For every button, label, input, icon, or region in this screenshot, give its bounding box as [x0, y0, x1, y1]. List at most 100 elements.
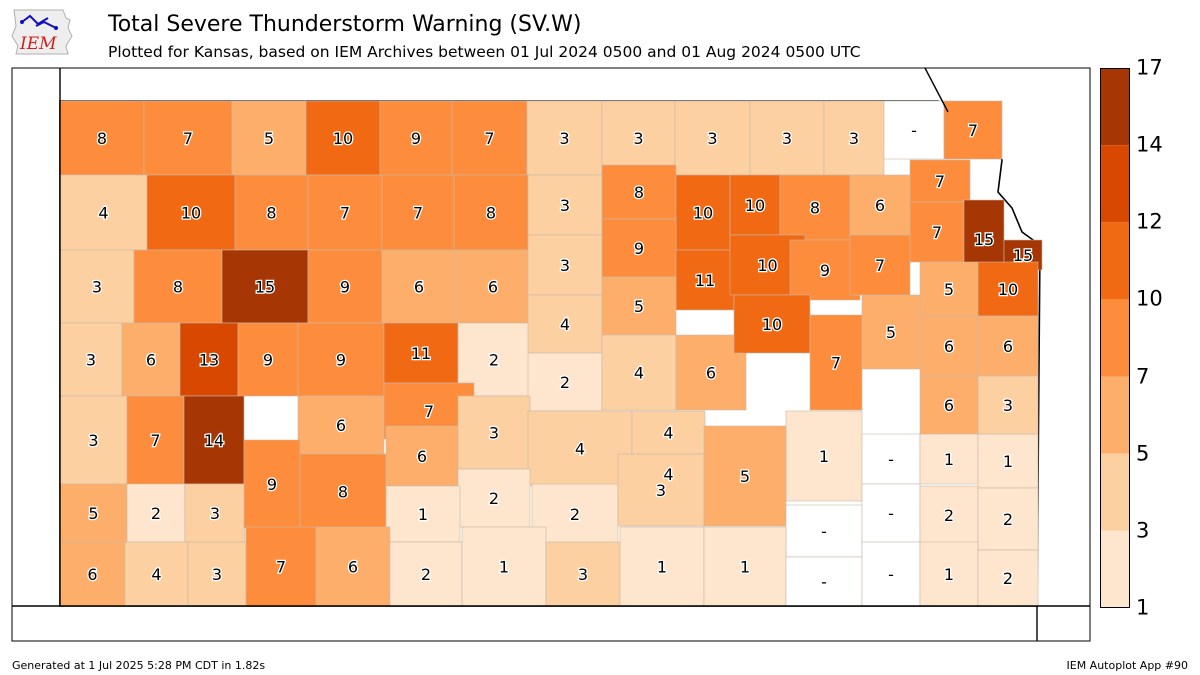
county-cell — [601, 218, 677, 278]
colorbar-tick-label: 7 — [1136, 364, 1150, 389]
county-value-label: 3 — [707, 129, 717, 148]
county-value-label: 5 — [886, 323, 896, 342]
county-value-label: 4 — [663, 424, 673, 443]
county-value-label: 4 — [575, 440, 585, 459]
county-value-label: 4 — [151, 565, 161, 584]
colorbar-bin — [1100, 68, 1130, 146]
county-cell — [526, 100, 603, 176]
county-value-label: 1 — [944, 565, 954, 584]
county-value-label: 3 — [86, 351, 96, 370]
county-value-label: - — [888, 450, 894, 469]
map-subtitle: Plotted for Kansas, based on IEM Archive… — [108, 43, 861, 61]
county-value-label: 9 — [340, 278, 350, 297]
county-value-label: 7 — [413, 204, 423, 223]
county-value-label: 15 — [1013, 246, 1033, 265]
county-value-label: 7 — [424, 402, 434, 421]
county-value-label: - — [911, 121, 917, 140]
county-value-label: 10 — [757, 256, 777, 275]
county-value-label: 2 — [560, 373, 570, 392]
county-cell — [124, 541, 189, 607]
county-value-label: 10 — [333, 129, 353, 148]
county-cell — [389, 541, 463, 607]
county-cell — [183, 395, 245, 485]
county-cell — [789, 239, 861, 301]
county-cell — [601, 100, 676, 176]
county-value-label: 3 — [559, 129, 569, 148]
county-value-label: 10 — [745, 196, 765, 215]
county-value-label: 10 — [693, 204, 713, 223]
county-cell — [909, 159, 971, 203]
county-value-label: - — [821, 573, 827, 592]
county-cell — [733, 294, 811, 354]
county-value-label: 7 — [183, 129, 193, 148]
county-value-label: 2 — [421, 565, 431, 584]
county-value-label: 3 — [489, 424, 499, 443]
county-cell — [527, 174, 603, 236]
county-cell — [977, 375, 1039, 435]
colorbar-bin — [1100, 376, 1130, 454]
county-cell — [674, 100, 751, 176]
county-value-label: 2 — [489, 351, 499, 370]
county-value-label: 6 — [87, 565, 97, 584]
county-value-label: 2 — [570, 505, 580, 524]
county-value-label: 5 — [88, 504, 98, 523]
county-value-label: 8 — [486, 204, 496, 223]
generated-timestamp: Generated at 1 Jul 2025 5:28 PM CDT in 1… — [12, 659, 266, 672]
county-value-label: 5 — [634, 297, 644, 316]
county-value-label: 10 — [762, 315, 782, 334]
colorbar-tick-label: 3 — [1136, 518, 1150, 543]
county-cell — [919, 315, 979, 377]
county-value-label: 3 — [1003, 396, 1013, 415]
county-cell — [977, 549, 1039, 607]
county-cell — [943, 100, 1003, 160]
county-value-label: 10 — [181, 204, 201, 223]
county-cell — [59, 174, 148, 251]
county-cell — [977, 315, 1039, 377]
county-value-label: 2 — [1003, 510, 1013, 529]
county-value-label: 5 — [264, 129, 274, 148]
county-value-label: 1 — [418, 505, 428, 524]
county-cell — [307, 174, 383, 251]
county-cell — [809, 314, 863, 411]
county-cell — [221, 249, 309, 324]
county-value-label: 1 — [1003, 452, 1013, 471]
county-cell — [381, 174, 455, 251]
county-cell — [297, 322, 385, 397]
county-value-label: 8 — [266, 204, 276, 223]
county-cell — [379, 100, 453, 176]
county-value-label: 1 — [740, 558, 750, 577]
county-value-label: 8 — [173, 278, 183, 297]
county-value-label: 6 — [488, 278, 498, 297]
county-value-label: 7 — [932, 223, 942, 242]
county-cell — [909, 201, 965, 263]
county-cell — [59, 395, 128, 485]
county-value-label: 6 — [348, 558, 358, 577]
neighbor-state-boundary — [12, 67, 1090, 641]
county-cell — [545, 541, 621, 607]
county-cell — [383, 322, 459, 384]
county-value-label: 9 — [336, 351, 346, 370]
county-cell — [126, 483, 186, 543]
county-value-label: 3 — [782, 129, 792, 148]
app-id: IEM Autoplot App #90 — [1066, 659, 1189, 672]
county-value-label: 8 — [810, 199, 820, 218]
county-cell — [305, 100, 381, 176]
county-cell — [237, 322, 299, 397]
colorbar-tick-label: 14 — [1136, 132, 1163, 157]
county-value-label: 6 — [944, 396, 954, 415]
county-value-label: 5 — [944, 280, 954, 299]
county-value-label: 3 — [633, 129, 643, 148]
county-value-label: 10 — [998, 280, 1018, 299]
county-value-label: - — [888, 504, 894, 523]
county-cell — [861, 294, 921, 370]
county-value-label: 4 — [663, 465, 673, 484]
county-value-label: 3 — [560, 256, 570, 275]
county-value-label: 3 — [849, 129, 859, 148]
county-value-label: 6 — [414, 278, 424, 297]
county-value-label: 3 — [92, 278, 102, 297]
county-cell — [779, 174, 851, 241]
colorbar-bin — [1100, 530, 1130, 608]
county-value-label: 1 — [944, 450, 954, 469]
county-value-label: 13 — [199, 351, 219, 370]
county-cell — [977, 433, 1039, 489]
